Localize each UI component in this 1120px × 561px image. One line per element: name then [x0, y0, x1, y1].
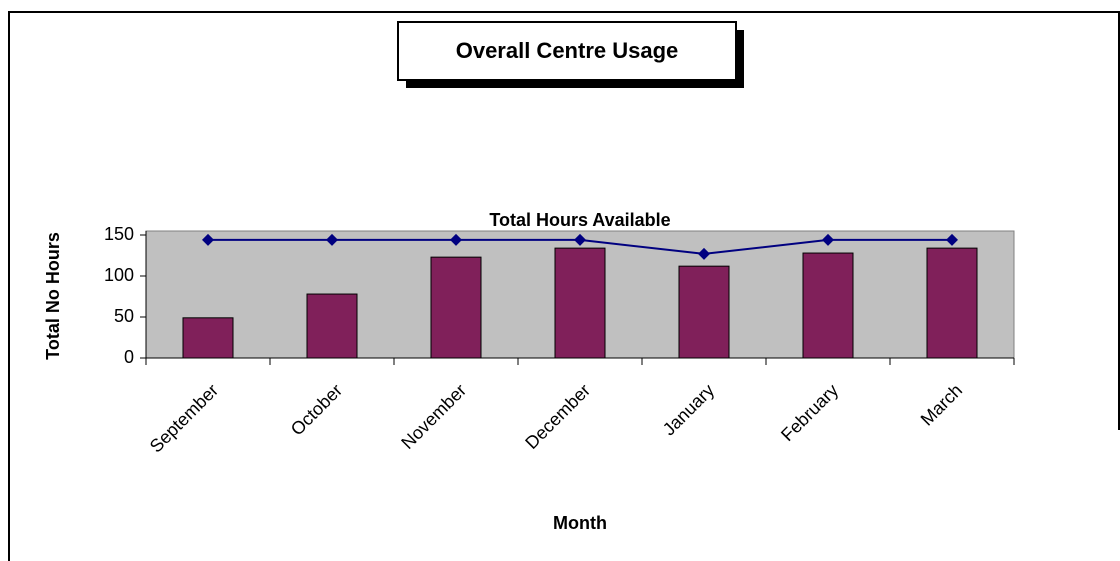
- x-tick-label: December: [521, 380, 594, 453]
- marker: [822, 233, 834, 246]
- x-tick-label: October: [287, 380, 346, 439]
- bar: [678, 265, 730, 359]
- x-axis-label: Month: [553, 513, 607, 533]
- x-tick-label: November: [397, 380, 470, 453]
- x-tick-label: March: [917, 380, 967, 430]
- series-label: Total Hours Available: [489, 210, 670, 230]
- y-tick-label: 150: [104, 224, 134, 244]
- marker: [202, 233, 214, 246]
- x-tick-label: February: [777, 380, 842, 445]
- title-box: [397, 21, 737, 81]
- marker: [698, 247, 710, 260]
- marker: [574, 233, 586, 246]
- marker: [326, 233, 338, 246]
- bar: [182, 317, 234, 359]
- x-tick-label: January: [659, 380, 718, 439]
- marker: [946, 233, 958, 246]
- chart-frame: [8, 11, 1120, 561]
- x-tick-label: September: [146, 380, 222, 456]
- bar: [554, 247, 606, 359]
- bar: [306, 293, 358, 359]
- y-axis-label: Total No Hours: [43, 232, 63, 360]
- bar: [430, 256, 482, 359]
- y-tick-label: 100: [104, 265, 134, 285]
- marker: [450, 233, 462, 246]
- chart-title: Overall Centre Usage: [456, 38, 679, 63]
- y-tick-label: 50: [114, 306, 134, 326]
- bar: [926, 247, 978, 359]
- bar: [802, 252, 854, 359]
- y-tick-label: 0: [124, 347, 134, 367]
